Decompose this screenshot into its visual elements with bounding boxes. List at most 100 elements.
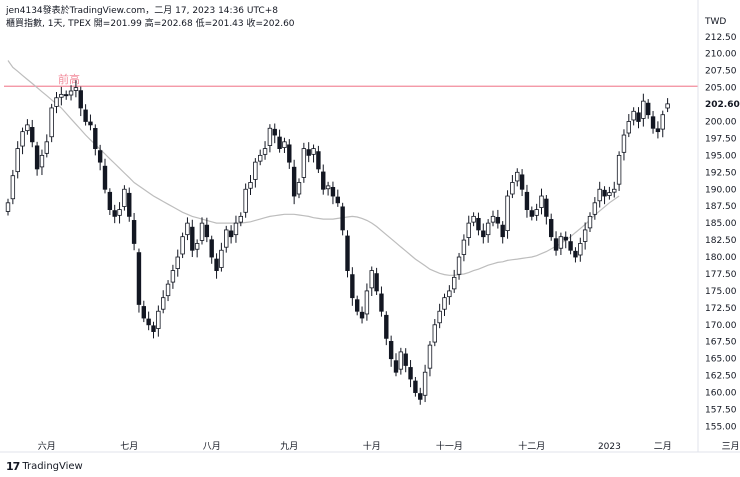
- candle-body: [432, 324, 437, 343]
- candle-body: [291, 166, 297, 197]
- candle: [209, 235, 214, 264]
- tradingview-logo[interactable]: 17 TradingView: [6, 460, 83, 473]
- candle-body: [408, 367, 413, 380]
- candle: [73, 80, 79, 98]
- candle: [25, 119, 30, 135]
- candle: [612, 181, 617, 198]
- candle-body: [44, 141, 49, 154]
- candle: [650, 110, 656, 134]
- candle: [621, 129, 627, 161]
- price-tick-label: 190.00: [705, 185, 737, 195]
- candle: [563, 231, 568, 249]
- candle: [146, 311, 151, 331]
- candle: [257, 149, 263, 166]
- candle-body: [175, 256, 180, 269]
- candle-body: [442, 297, 447, 310]
- price-tick-label: 210.00: [705, 50, 737, 60]
- candle-body: [321, 171, 326, 190]
- candle: [519, 169, 525, 197]
- candle-body: [665, 103, 670, 109]
- candle: [277, 129, 282, 153]
- candle-body: [20, 131, 25, 147]
- candle: [418, 387, 423, 405]
- candle-body: [471, 215, 476, 223]
- candle: [112, 204, 117, 224]
- time-tick-label: 三月: [722, 441, 740, 452]
- time-tick-label: 九月: [280, 441, 298, 452]
- time-tick-label: 八月: [203, 441, 221, 452]
- candle: [228, 225, 234, 244]
- candle: [335, 189, 340, 207]
- candle: [646, 99, 651, 119]
- price-tick-label: 165.00: [705, 355, 737, 365]
- candle-body: [398, 351, 404, 370]
- candle: [607, 186, 612, 200]
- price-tick-label: 185.00: [705, 219, 737, 229]
- candle: [20, 127, 25, 155]
- symbol-ohlc-legend: 櫃買指數, 1天, TPEX 開=201.99 高=202.68 低=201.4…: [6, 19, 295, 29]
- candle-body: [485, 222, 491, 236]
- candle: [49, 103, 54, 143]
- candle: [248, 175, 253, 196]
- time-tick-label: 十二月: [518, 440, 545, 452]
- candle: [39, 149, 45, 176]
- candle: [374, 267, 379, 295]
- candle-body: [287, 144, 292, 163]
- candle: [582, 222, 588, 250]
- price-tick-label: 212.50: [705, 33, 737, 43]
- candle-body: [437, 310, 442, 324]
- candle-body: [296, 182, 302, 195]
- candle-body: [253, 161, 258, 180]
- candle: [190, 219, 195, 258]
- candle-body: [262, 148, 268, 155]
- candle-body: [616, 154, 622, 185]
- candle-body: [209, 239, 214, 258]
- candle: [180, 232, 185, 259]
- moving-average-line: [7, 60, 620, 276]
- candle-body: [427, 344, 433, 369]
- candle: [136, 248, 142, 313]
- candle-body: [131, 220, 137, 244]
- candle-body: [64, 94, 69, 97]
- candle-body: [160, 297, 166, 310]
- candle-body: [25, 124, 30, 132]
- candle: [287, 139, 292, 169]
- candle: [214, 253, 219, 279]
- candle: [529, 206, 534, 221]
- candle: [175, 249, 180, 277]
- tradingview-logo-icon: 17: [6, 460, 20, 473]
- candle: [505, 190, 510, 239]
- candle-body: [93, 128, 98, 149]
- candle: [141, 300, 146, 323]
- candle-body: [403, 353, 408, 366]
- candle-body: [83, 109, 88, 122]
- candle: [165, 280, 171, 302]
- currency-label: TWD: [704, 17, 726, 27]
- candle: [384, 311, 389, 346]
- price-axis: TWD 155.00 157.50 160.00 162.50 165.00 167.50 1…: [697, 0, 740, 452]
- candle: [233, 215, 239, 243]
- price-tick-label: 180.00: [705, 253, 737, 263]
- candle-body: [466, 222, 471, 238]
- candle: [170, 264, 176, 289]
- candle: [461, 234, 467, 262]
- candle: [64, 90, 69, 100]
- candle-body: [573, 250, 578, 258]
- candle-body: [505, 195, 510, 231]
- candle: [311, 144, 316, 163]
- candle: [59, 86, 64, 106]
- candle: [422, 364, 428, 403]
- candle-body: [117, 209, 122, 216]
- candle: [587, 212, 593, 232]
- candle-body: [481, 230, 486, 238]
- candle: [262, 141, 268, 160]
- candle-body: [359, 311, 365, 319]
- price-tick-label: 195.00: [705, 151, 737, 161]
- candle-body: [122, 188, 127, 207]
- candle-body: [447, 290, 452, 298]
- candle-body: [592, 202, 598, 215]
- candle: [524, 184, 530, 218]
- candle: [398, 347, 404, 375]
- candle-body: [495, 216, 501, 224]
